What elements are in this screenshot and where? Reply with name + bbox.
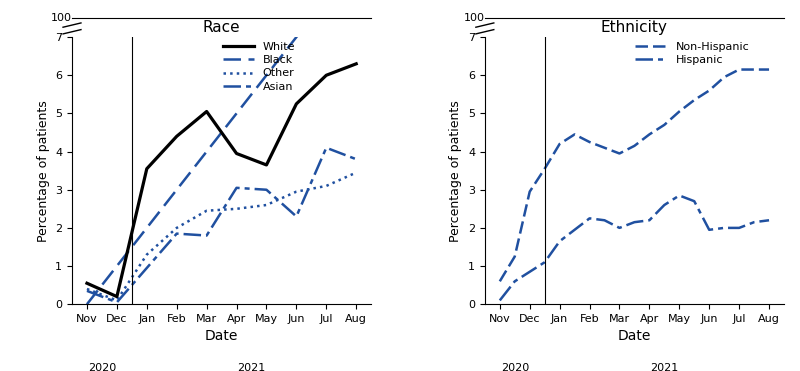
X-axis label: Date: Date <box>205 329 238 344</box>
X-axis label: Date: Date <box>618 329 651 344</box>
Title: Ethnicity: Ethnicity <box>601 20 668 35</box>
Text: 100: 100 <box>464 13 485 23</box>
Y-axis label: Percentage of patients: Percentage of patients <box>37 100 50 242</box>
Text: 2020: 2020 <box>88 363 116 371</box>
Text: 2021: 2021 <box>650 363 678 371</box>
Title: Race: Race <box>202 20 240 35</box>
Text: 100: 100 <box>51 13 72 23</box>
Text: 2021: 2021 <box>238 363 266 371</box>
Legend: White, Black, Other, Asian: White, Black, Other, Asian <box>218 37 299 96</box>
Y-axis label: Percentage of patients: Percentage of patients <box>450 100 462 242</box>
Text: 2020: 2020 <box>501 363 529 371</box>
Legend: Non-Hispanic, Hispanic: Non-Hispanic, Hispanic <box>631 37 754 69</box>
